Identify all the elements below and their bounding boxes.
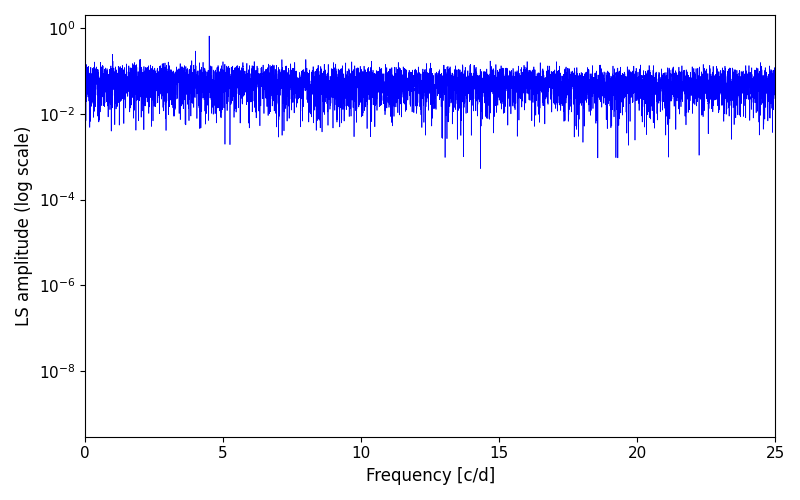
Y-axis label: LS amplitude (log scale): LS amplitude (log scale): [15, 126, 33, 326]
X-axis label: Frequency [c/d]: Frequency [c/d]: [366, 467, 494, 485]
